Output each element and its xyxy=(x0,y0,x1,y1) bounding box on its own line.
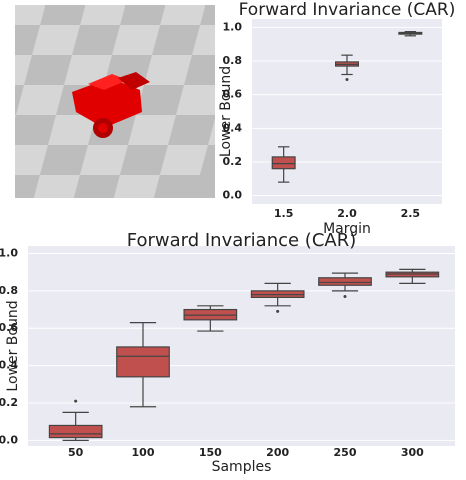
x-tick-label: 250 xyxy=(334,446,357,459)
y-tick-label: 0.0 xyxy=(0,433,18,446)
flier xyxy=(276,309,280,313)
y-tick-label: 0.6 xyxy=(0,321,18,334)
x-tick-label: 50 xyxy=(68,446,84,459)
x-tick-label: 2.5 xyxy=(401,207,421,220)
box xyxy=(271,156,296,170)
x-tick-label: 100 xyxy=(132,446,155,459)
box xyxy=(116,346,170,378)
y-tick-label: 1.0 xyxy=(0,246,18,259)
y-tick-label: 0.0 xyxy=(223,189,243,202)
plot-background xyxy=(28,246,455,446)
x-tick-label: 150 xyxy=(199,446,222,459)
y-tick-label: 0.6 xyxy=(223,88,243,101)
plot-background xyxy=(252,19,442,204)
box xyxy=(318,277,372,286)
robot-render xyxy=(15,5,215,198)
y-tick-label: 0.2 xyxy=(223,155,243,168)
y-tick-label: 0.4 xyxy=(223,121,243,134)
y-tick-label: 1.0 xyxy=(223,20,243,33)
x-axis-label: Samples xyxy=(212,459,272,475)
chart-title: Forward Invariance (CAR) xyxy=(239,0,456,20)
y-tick-label: 0.8 xyxy=(223,54,243,67)
y-tick-label: 0.8 xyxy=(0,284,18,297)
x-tick-label: 200 xyxy=(266,446,289,459)
chart-title: Forward Invariance (CAR) xyxy=(127,230,356,251)
y-axis-label: Lower Bound xyxy=(5,300,21,391)
x-tick-label: 2.0 xyxy=(337,207,357,220)
flier xyxy=(343,294,347,298)
y-axis-label: Lower Bound xyxy=(218,66,234,157)
flier xyxy=(74,399,78,403)
box xyxy=(48,424,103,439)
x-tick-label: 300 xyxy=(401,446,424,459)
x-axis-label: Margin xyxy=(323,221,371,237)
y-tick-label: 0.2 xyxy=(0,396,18,409)
x-tick-label: 1.5 xyxy=(274,207,294,220)
flier xyxy=(345,78,349,82)
y-tick-label: 0.4 xyxy=(0,359,18,372)
